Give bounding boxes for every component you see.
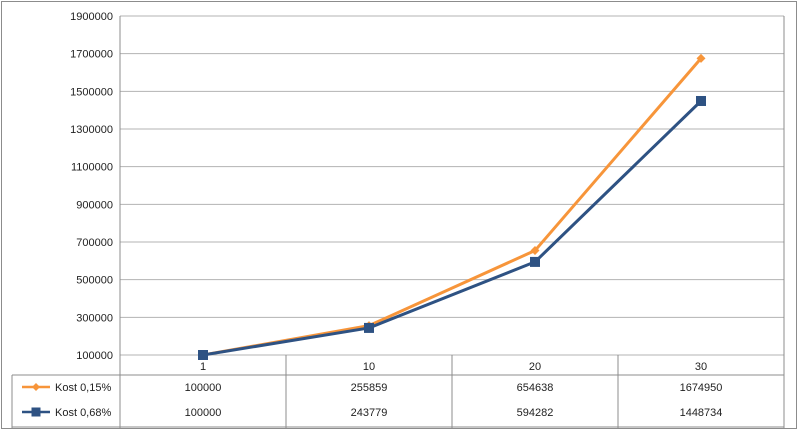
legend-square-marker [31,407,41,417]
y-tick-label: 700000 [76,237,113,249]
legend-series-name: Kost 0,68% [55,407,111,419]
legend-diamond-marker [32,383,40,391]
x-tick-label: 20 [529,361,541,373]
y-tick-label: 500000 [76,275,113,287]
legend-series-name: Kost 0,15% [55,382,111,394]
data-point-square [364,322,374,333]
table-value-cell: 255859 [351,382,388,394]
y-tick-label: 900000 [76,199,113,211]
data-point-diamond [696,53,706,63]
table-value-cell: 1448734 [680,407,723,419]
table-value-cell: 100000 [185,407,222,419]
table-value-cell: 1674950 [680,382,723,394]
y-tick-label: 1900000 [70,11,113,23]
table-value-cell: 594282 [517,407,554,419]
series-line [202,99,703,357]
y-tick-label: 100000 [76,350,113,362]
x-tick-label: 1 [200,361,206,373]
y-tick-label: 1300000 [70,124,113,136]
y-tick-label: 1100000 [71,162,113,174]
table-value-cell: 654638 [517,382,554,394]
data-point-square [530,256,540,267]
data-point-square [198,350,208,360]
x-tick-label: 30 [695,361,707,373]
table-value-cell: 100000 [185,382,222,394]
data-point-square [696,95,706,106]
series-line [202,57,703,357]
y-tick-label: 300000 [76,312,113,324]
x-tick-label: 10 [363,361,375,373]
data-point-diamond [530,246,540,256]
table-value-cell: 243779 [351,407,388,419]
y-tick-label: 1700000 [70,49,113,61]
y-tick-label: 1500000 [70,86,113,98]
